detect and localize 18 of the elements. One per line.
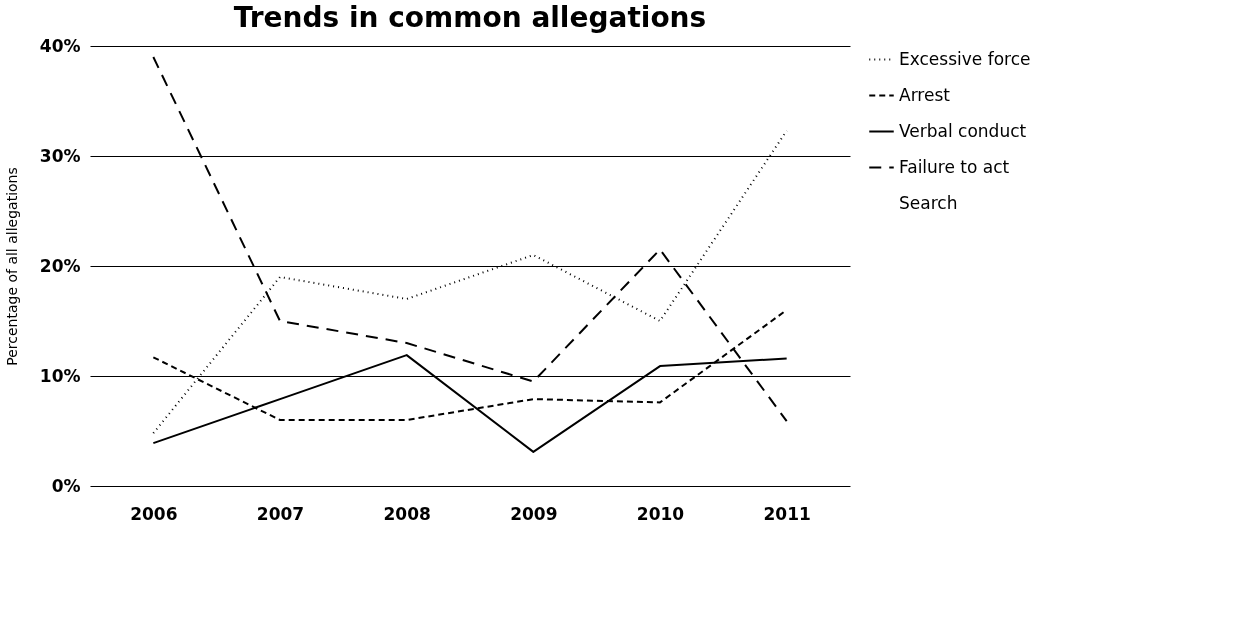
y-tick-label: 40% (39, 35, 81, 56)
y-tick-label: 10% (39, 365, 81, 386)
x-tick-label: 2008 (383, 503, 431, 524)
x-tick-label: 2011 (763, 503, 811, 524)
y-axis-title: Percentage of all allegations (3, 167, 20, 366)
legend-label: Excessive force (899, 48, 1031, 69)
legend-label: Arrest (899, 84, 951, 105)
x-tick-label: 2009 (510, 503, 558, 524)
y-tick-label: 0% (51, 475, 81, 496)
legend-label: Failure to act (899, 156, 1010, 177)
x-tick-label: 2007 (256, 503, 305, 524)
chart-title: Trends in common allegations (233, 1, 707, 34)
x-tick-label: 2010 (636, 503, 685, 524)
y-tick-label: 20% (39, 255, 81, 276)
x-tick-label: 2006 (130, 503, 178, 524)
legend-label: Verbal conduct (899, 120, 1027, 141)
y-tick-label: 30% (39, 145, 81, 166)
text: Search (899, 192, 958, 213)
